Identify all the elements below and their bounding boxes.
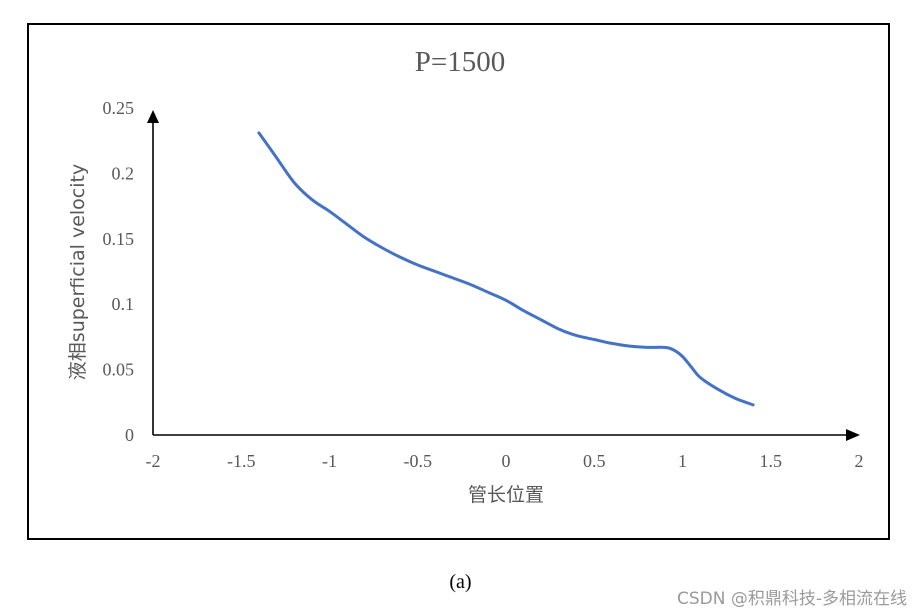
y-tick-label: 0.05 (103, 360, 135, 380)
y-tick-label: 0 (125, 425, 134, 445)
figure-caption: (a) (449, 571, 472, 593)
y-axis-label: 液相superficial velocity (67, 164, 89, 380)
x-tick-label: 1 (678, 451, 687, 471)
y-tick-label: 0.25 (103, 98, 135, 118)
x-axis-arrow (846, 429, 860, 441)
y-tick-label: 0.2 (112, 163, 135, 183)
x-tick-label: -1.5 (227, 451, 256, 471)
x-tick-label: 1.5 (760, 451, 783, 471)
x-tick-label: -0.5 (404, 451, 433, 471)
chart-title: P=1500 (415, 46, 505, 78)
y-tick-label: 0.15 (103, 229, 135, 249)
series-line-liquid-superficial-velocity (257, 131, 755, 407)
x-tick-labels: -2 -1.5 -1 -0.5 0 0.5 1 1.5 2 (146, 451, 864, 471)
y-axis-arrow (147, 110, 159, 123)
watermark: CSDN @积鼎科技-多相流在线 (676, 589, 907, 609)
x-tick-label: -1 (322, 451, 337, 471)
x-tick-label: -2 (146, 451, 161, 471)
x-axis-label: 管长位置 (468, 484, 544, 506)
x-tick-label: 2 (855, 451, 864, 471)
y-tick-labels: 0 0.05 0.1 0.15 0.2 0.25 (103, 98, 135, 445)
y-tick-label: 0.1 (112, 294, 135, 314)
x-tick-label: 0 (502, 451, 511, 471)
x-tick-label: 0.5 (583, 451, 606, 471)
